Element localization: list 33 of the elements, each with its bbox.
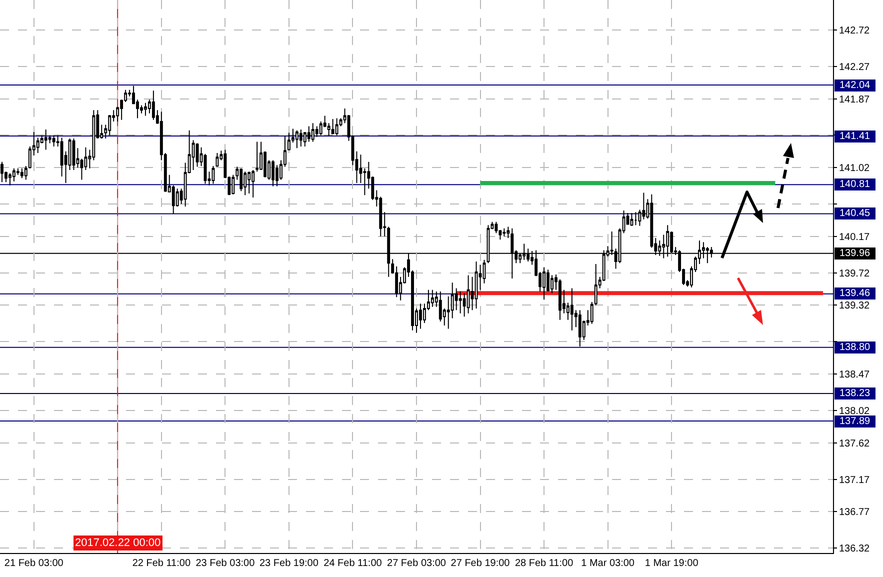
y-tick-label: 142.72	[839, 25, 870, 36]
x-tick-label: 24 Feb 11:00	[324, 558, 382, 569]
y-tick-label: 136.77	[839, 507, 870, 518]
y-tick-label: 137.17	[839, 474, 870, 486]
y-tick-label: 142.27	[839, 62, 870, 73]
y-tick-label: 141.02	[839, 163, 870, 174]
y-tick-label: 139.32	[839, 300, 870, 312]
x-tick-label: 2017.02.22 00:00	[75, 537, 161, 549]
ref-line-label: 139.46	[839, 288, 871, 299]
x-tick-label: 27 Feb 19:00	[450, 558, 510, 569]
y-tick-label: 136.32	[839, 544, 870, 555]
x-tick-label: 27 Feb 03:00	[387, 558, 446, 569]
x-tick-label: 28 Feb 11:00	[514, 558, 574, 569]
ref-line-label: 141.41	[839, 131, 871, 142]
ref-line-label: 138.80	[839, 342, 871, 353]
x-tick-label: 23 Feb 03:00	[196, 558, 256, 569]
x-tick-label: 23 Feb 19:00	[259, 558, 319, 569]
x-tick-label: 22 Feb 11:00	[132, 558, 191, 569]
x-tick-label: 21 Feb 03:00	[4, 558, 64, 569]
ref-line-label: 140.45	[839, 208, 871, 219]
ref-line-label: 140.81	[839, 179, 871, 190]
y-tick-label: 138.47	[839, 370, 870, 381]
y-tick-label: 141.87	[839, 94, 870, 106]
x-tick-label: 1 Mar 03:00	[581, 558, 635, 569]
x-tick-label: 1 Mar 19:00	[644, 558, 699, 569]
y-tick-label: 137.62	[839, 438, 870, 450]
ref-line-label: 137.89	[839, 416, 871, 427]
y-tick-label: 138.02	[839, 406, 870, 417]
y-tick-label: 139.72	[839, 268, 870, 280]
ref-line-label: 139.96	[839, 248, 871, 259]
y-tick-label: 140.17	[839, 232, 870, 243]
ref-line-label: 142.04	[839, 80, 871, 91]
ref-line-label: 138.23	[839, 388, 871, 399]
